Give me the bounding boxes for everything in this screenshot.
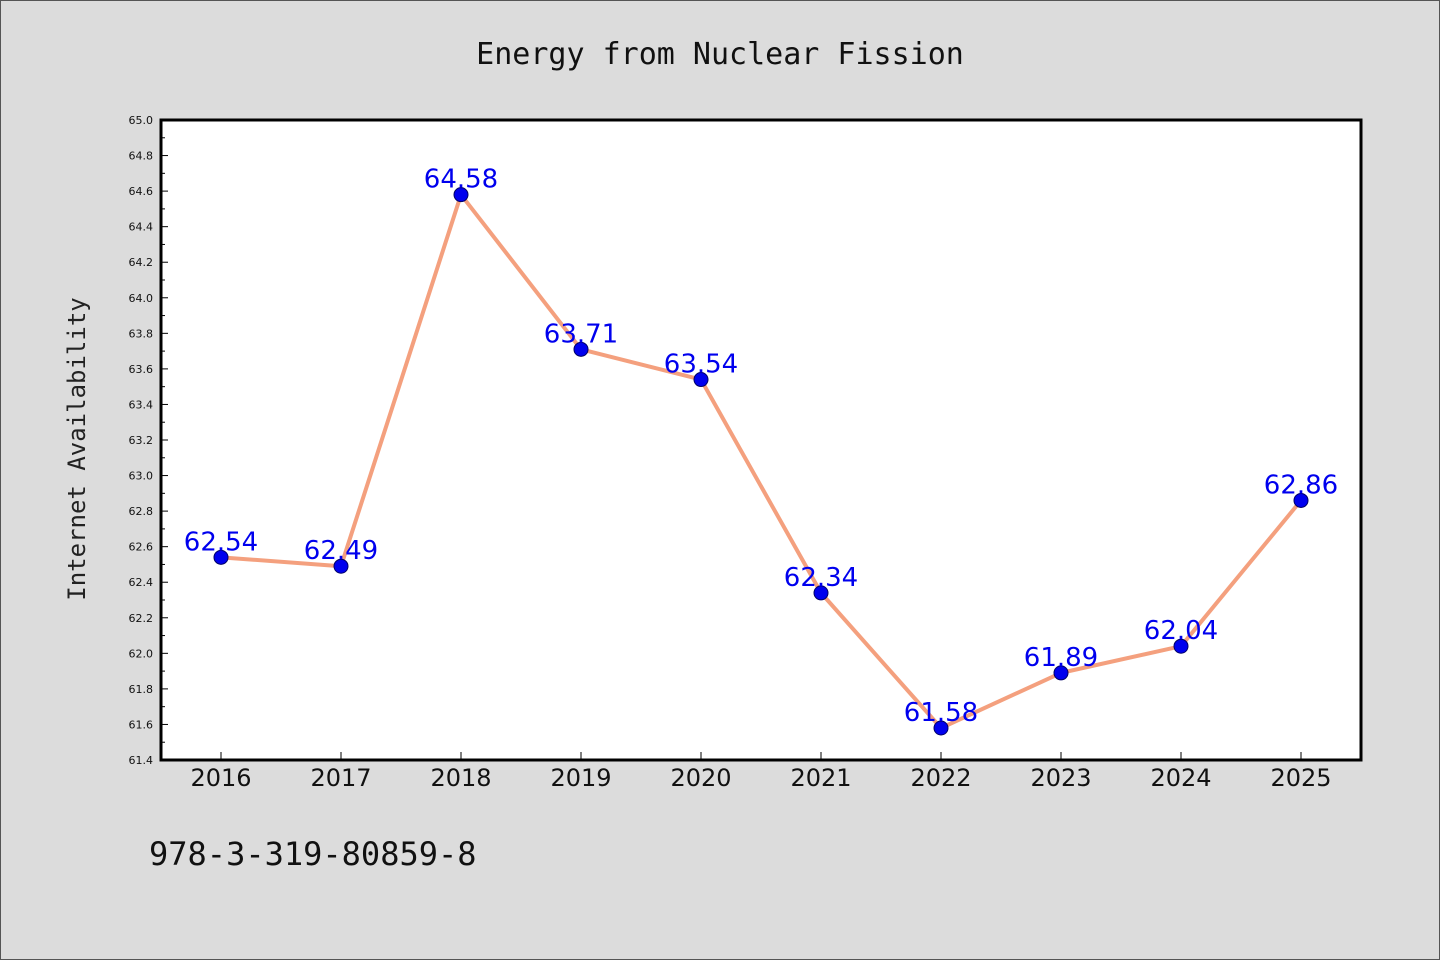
y-axis-ticks: 61.4 61.6 61.8 62.0 62.2 62.4 62.6 62.8 63.0 63.2… [129, 114, 168, 767]
data-point-marker [1053, 665, 1069, 681]
data-point-label: 62.49 [304, 536, 378, 566]
series-line [219, 192, 1303, 730]
data-point-label: 61.58 [904, 698, 978, 728]
data-point-label: 62.04 [1144, 616, 1218, 646]
x-tick-label: 2025 [1270, 764, 1331, 792]
footer-isbn: 978-3-319-80859-8 [149, 835, 477, 873]
y-tick-label: 63.6 [129, 363, 154, 376]
x-tick-label: 2024 [1150, 764, 1211, 792]
plot-area [159, 118, 1363, 762]
x-tick-label: 2022 [910, 764, 971, 792]
y-axis-label: Internet Availability [63, 297, 91, 600]
data-point-label: 61.89 [1024, 643, 1098, 673]
y-tick-label: 64.8 [129, 150, 154, 163]
x-tick-label: 2016 [190, 764, 251, 792]
data-point-label: 62.34 [784, 563, 858, 593]
data-point-label: 62.86 [1264, 470, 1338, 500]
y-tick-label: 64.6 [129, 185, 154, 198]
y-tick-label: 65.0 [129, 114, 154, 127]
y-tick-label: 63.8 [129, 327, 154, 340]
x-tick-label: 2023 [1030, 764, 1091, 792]
y-tick-label: 63.0 [129, 470, 154, 483]
y-tick-label: 64.2 [129, 256, 154, 269]
y-tick-label: 61.8 [129, 683, 154, 696]
data-labels-group: 62.54 62.49 64.58 63.71 63.54 62.34 61.58 61.89… [184, 165, 1338, 728]
data-point-marker [933, 720, 949, 736]
x-axis-ticks: 2016 2017 2018 2019 2020 2021 2022 2023 2024 2025 [190, 752, 1332, 792]
y-tick-label: 64.0 [129, 292, 154, 305]
y-tick-label: 61.6 [129, 718, 154, 731]
y-tick-label: 62.0 [129, 647, 154, 660]
y-tick-label: 64.4 [129, 221, 154, 234]
data-point-marker [1173, 638, 1189, 654]
x-tick-label: 2018 [430, 764, 491, 792]
data-point-marker [573, 341, 589, 357]
x-tick-label: 2019 [550, 764, 611, 792]
x-tick-label: 2021 [790, 764, 851, 792]
y-tick-label: 63.4 [129, 398, 154, 411]
data-point-label: 62.54 [184, 527, 258, 557]
data-point-marker [813, 585, 829, 601]
y-tick-label: 62.2 [129, 612, 154, 625]
data-point-label: 64.58 [424, 165, 498, 195]
data-point-marker [693, 372, 709, 388]
y-tick-label: 63.2 [129, 434, 154, 447]
y-tick-label: 62.6 [129, 541, 154, 554]
y-tick-label: 62.4 [129, 576, 154, 589]
chart-title: Energy from Nuclear Fission [476, 37, 964, 72]
y-tick-label: 62.8 [129, 505, 154, 518]
series-markers-group [213, 187, 1309, 736]
data-point-label: 63.54 [664, 350, 738, 380]
data-point-marker [333, 558, 349, 574]
x-tick-label: 2020 [670, 764, 731, 792]
x-tick-label: 2017 [310, 764, 371, 792]
data-point-marker [453, 187, 469, 203]
y-tick-label: 61.4 [129, 754, 154, 767]
series-line-group [219, 192, 1303, 730]
data-point-marker [213, 549, 229, 565]
data-point-label: 63.71 [544, 319, 618, 349]
data-point-marker [1293, 492, 1309, 508]
